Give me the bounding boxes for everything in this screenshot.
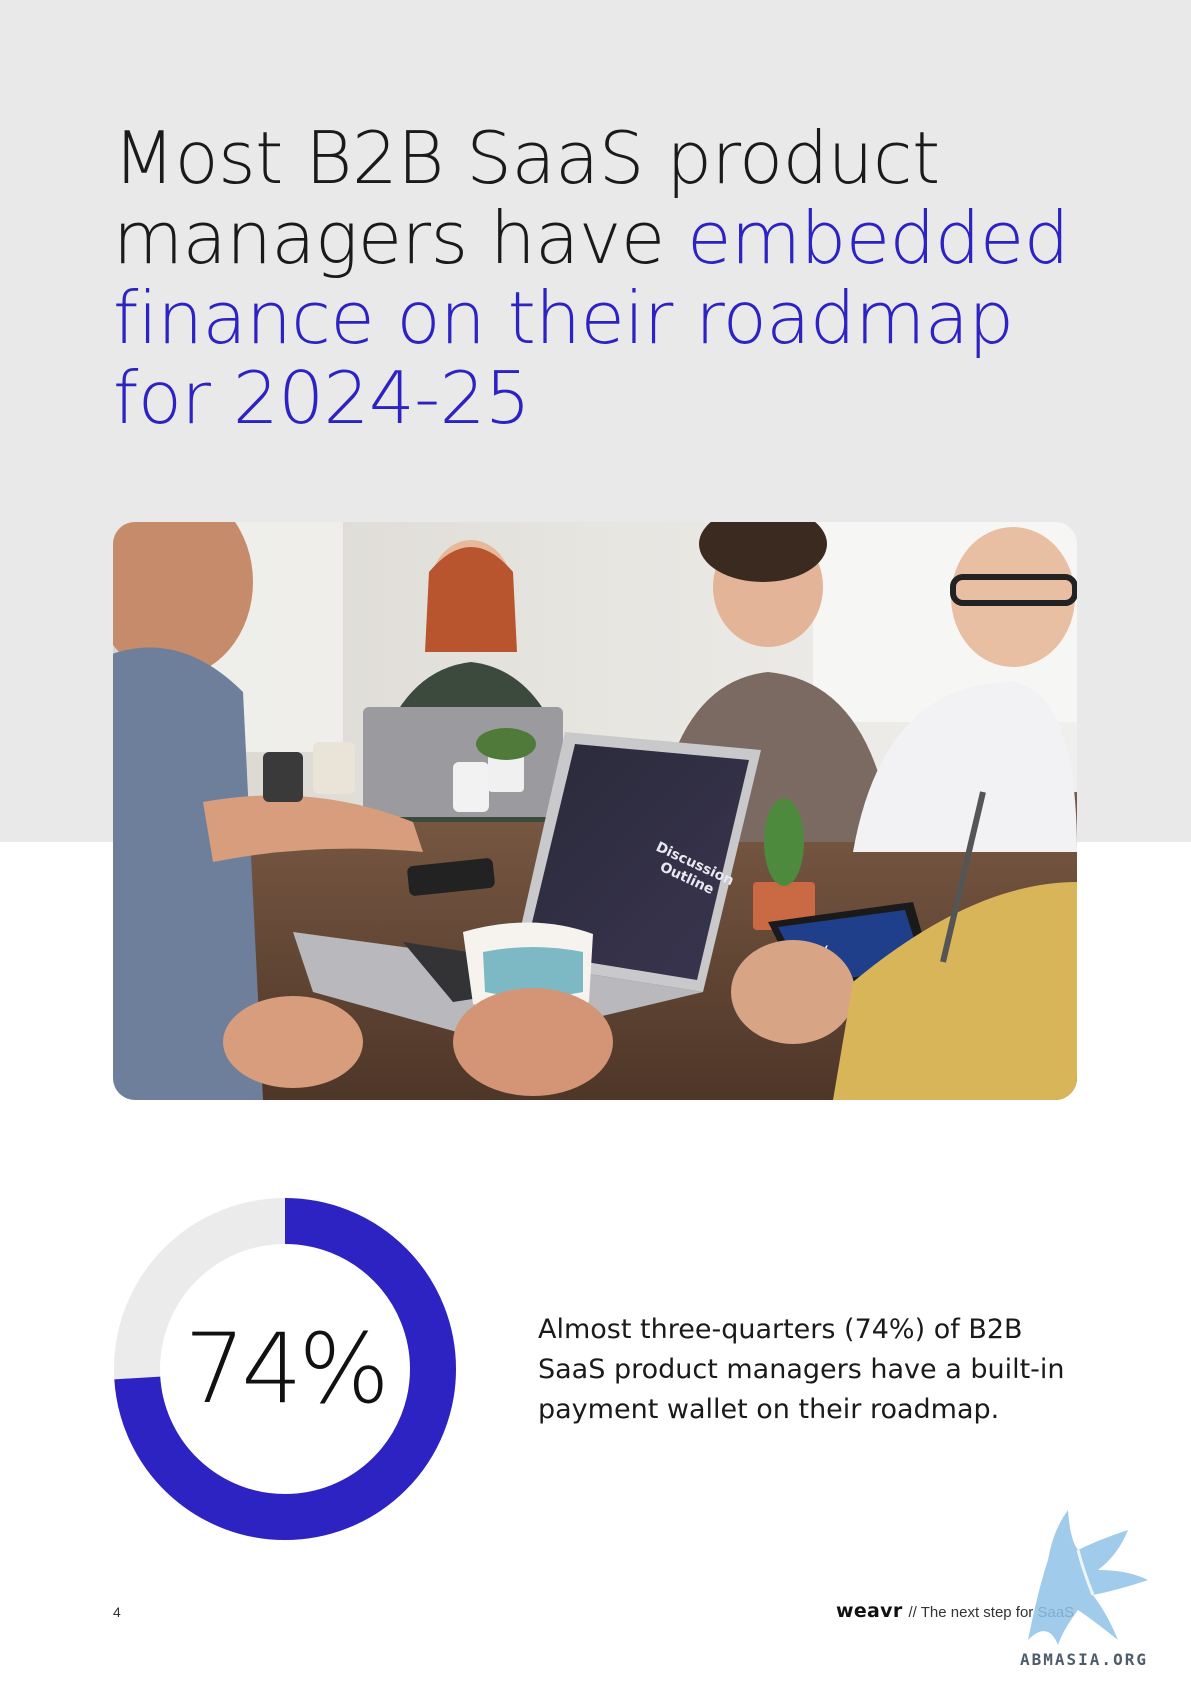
page-headline: Most B2B SaaS product managers have embe… [113,118,1073,438]
meeting-photo: Discussion Outline 00% [113,522,1077,1100]
page-number: 4 [113,1604,121,1620]
meeting-photo-illustration: Discussion Outline 00% [113,522,1077,1100]
watermark-dragon-icon [1008,1500,1158,1670]
weavr-logo: weavr [836,1600,903,1622]
watermark-text: ABMASIA.ORG [1020,1650,1148,1669]
donut-ring [114,1198,456,1540]
dragon-icon [1028,1510,1148,1645]
headline-plain-text: Most B2B SaaS product managers have [113,116,940,280]
donut-percentage-label: 74% [184,1313,389,1425]
stat-description: Almost three-quarters (74%) of B2B SaaS … [538,1314,1065,1425]
footer-tagline: // The next step for SaaS [908,1604,1075,1621]
headline-accent-text: embedded finance on their roadmap for 20… [113,196,1069,440]
footer-brand: weavr // The next step for SaaS [836,1600,1074,1624]
donut-value-arc [114,1198,456,1540]
percentage-donut-chart: 74% [113,1197,457,1541]
